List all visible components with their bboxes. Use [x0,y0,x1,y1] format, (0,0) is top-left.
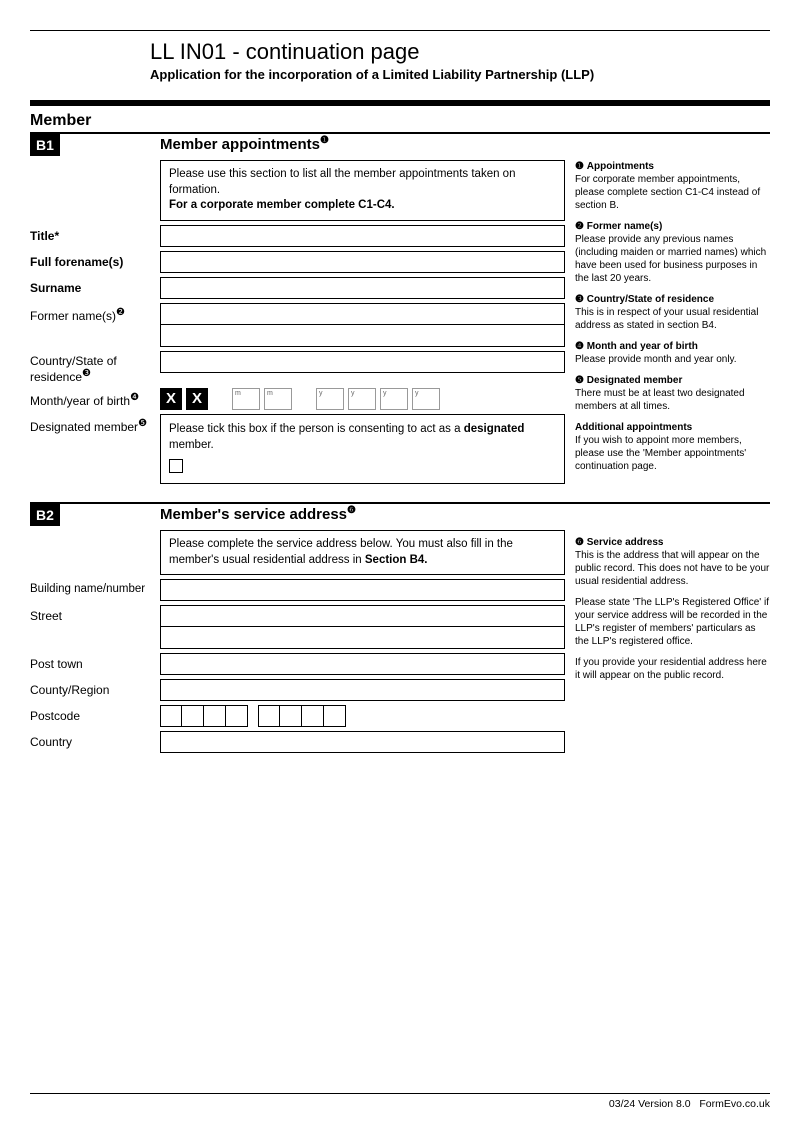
y-box-2[interactable]: y [348,388,376,410]
page-footer: 03/24 Version 8.0 FormEvo.co.uk [30,1093,770,1110]
input-former-1[interactable] [160,303,565,325]
pc-8[interactable] [324,705,346,727]
m-box-1[interactable]: m [232,388,260,410]
b2-number: B2 [30,504,60,526]
title-block: LL IN01 - continuation page Application … [150,39,770,82]
top-rule [30,30,770,31]
designated-checkbox[interactable] [169,459,183,473]
b1-notes: ❶ Appointments For corporate member appo… [575,160,770,484]
label-title: Title* [30,225,160,243]
input-title[interactable] [160,225,565,247]
input-posttown[interactable] [160,653,565,675]
b1-number: B1 [30,134,60,156]
label-country: Country [30,731,160,749]
pc-1[interactable] [160,705,182,727]
label-county: County/Region [30,679,160,697]
b2-body: Please complete the service address belo… [30,530,770,753]
input-county[interactable] [160,679,565,701]
pc-6[interactable] [280,705,302,727]
input-forenames[interactable] [160,251,565,273]
label-surname: Surname [30,277,160,295]
label-former: Former name(s)❷ [30,303,160,323]
b1-instr-1: Please use this section to list all the … [169,168,515,196]
label-month-year: Month/year of birth❹ [30,388,160,408]
label-forenames: Full forename(s) [30,251,160,269]
designated-box: Please tick this box if the person is co… [160,414,565,484]
label-country-state: Country/State of residence❸ [30,351,160,384]
label-postcode: Postcode [30,705,160,723]
form-title: LL IN01 - continuation page [150,39,770,65]
thick-rule [30,100,770,106]
b2-header-row: B2 Member's service address❻ [30,504,770,526]
postcode-boxes [160,705,346,727]
m-box-2[interactable]: m [264,388,292,410]
x-box-1: X [160,388,182,410]
b2-notes: ❻ Service address This is the address th… [575,530,770,753]
b1-instr-2: For a corporate member complete C1-C4. [169,199,395,211]
b2-instruction-box: Please complete the service address belo… [160,530,565,575]
pc-3[interactable] [204,705,226,727]
footer-site: FormEvo.co.uk [699,1098,770,1110]
label-designated: Designated member❺ [30,414,160,434]
b1-heading-ref: ❶ [320,135,329,146]
x-box-2: X [186,388,208,410]
b2-heading: Member's service address❻ [160,504,356,526]
form-page: LL IN01 - continuation page Application … [0,0,800,1120]
y-box-3[interactable]: y [380,388,408,410]
b1-body: Please use this section to list all the … [30,160,770,484]
y-box-4[interactable]: y [412,388,440,410]
pc-2[interactable] [182,705,204,727]
y-box-1[interactable]: y [316,388,344,410]
label-street: Street [30,605,160,623]
month-year-boxes: X X m m y y y y [160,388,440,410]
pc-5[interactable] [258,705,280,727]
pc-7[interactable] [302,705,324,727]
label-building: Building name/number [30,579,160,595]
input-former-2[interactable] [160,325,565,347]
member-label: Member [30,112,770,130]
label-posttown: Post town [30,653,160,671]
input-surname[interactable] [160,277,565,299]
pc-4[interactable] [226,705,248,727]
form-subtitle: Application for the incorporation of a L… [150,67,770,82]
b1-header-row: B1 Member appointments❶ [30,134,770,156]
input-street-1[interactable] [160,605,565,627]
spacer [30,160,160,164]
footer-version: 03/24 Version 8.0 [609,1098,691,1110]
b1-instruction-box: Please use this section to list all the … [160,160,565,221]
input-country[interactable] [160,731,565,753]
b1-heading: Member appointments❶ [160,134,329,156]
input-country-state[interactable] [160,351,565,373]
b1-heading-text: Member appointments [160,136,320,153]
input-building[interactable] [160,579,565,601]
input-street-2[interactable] [160,627,565,649]
